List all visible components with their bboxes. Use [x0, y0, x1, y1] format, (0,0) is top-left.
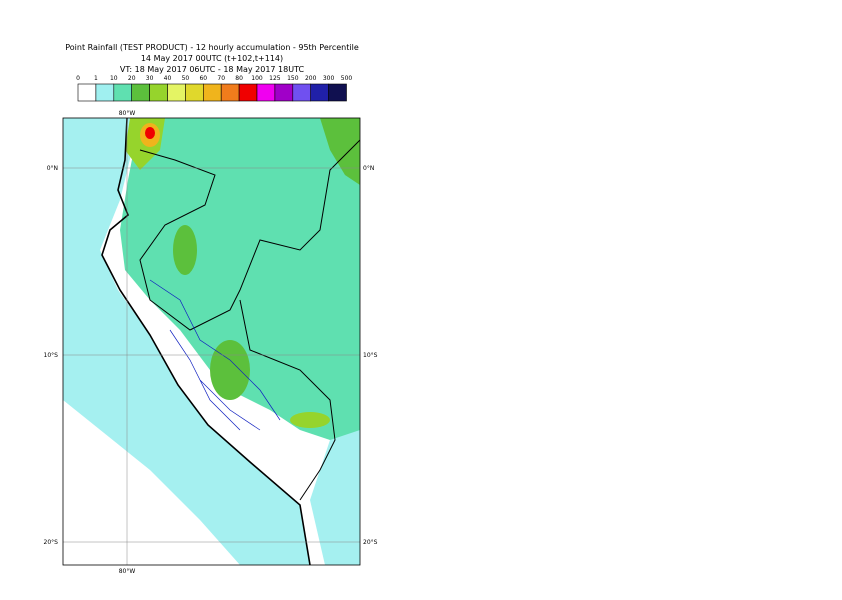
legend-label: 1: [94, 75, 98, 82]
legend-swatch: [256, 83, 276, 102]
legend-label: 20: [128, 75, 136, 82]
legend-label: 0: [76, 75, 80, 82]
lat-labels: 0°N 0°N 10°S 10°S 20°S 20°S: [44, 165, 378, 546]
legend-label: 40: [164, 75, 172, 82]
legend-swatch: [167, 83, 186, 102]
validity: VT: 18 May 2017 06UTC - 18 May 2017 18UT…: [120, 65, 305, 74]
legend-swatch: [185, 83, 204, 102]
rain-max: [145, 127, 155, 139]
lat-label: 20°S: [44, 539, 59, 546]
legend-swatch: [131, 83, 150, 102]
legend-swatch: [328, 83, 347, 102]
legend-swatch: [113, 83, 133, 102]
rain-andes: [210, 340, 250, 400]
rain-central: [173, 225, 197, 275]
land-rain: [120, 118, 360, 470]
legend-label: 125: [269, 75, 281, 82]
legend-label: 150: [287, 75, 299, 82]
map: 80°W 80°W 0°N 0°N 10°S 10°S 20°S 20°S: [44, 110, 378, 575]
rain-south: [290, 412, 330, 428]
legend-label: 30: [146, 75, 154, 82]
lon-label: 80°W: [119, 568, 136, 575]
legend-label: 50: [182, 75, 190, 82]
coastline: [101, 118, 311, 565]
legend-swatch: [149, 83, 168, 102]
border-east: [239, 299, 336, 501]
south-east-rain: [310, 430, 360, 565]
legend-label: 500: [341, 75, 353, 82]
regions: [149, 279, 281, 431]
legend-label: 80: [235, 75, 243, 82]
lat-label: 20°S: [363, 539, 378, 546]
lat-label: 10°S: [363, 352, 378, 359]
border: [139, 139, 360, 331]
legend-label: 10: [110, 75, 118, 82]
lon-label: 80°W: [119, 110, 136, 117]
lat-label: 0°N: [47, 165, 58, 172]
legend-swatch: [77, 83, 97, 102]
legend-label: 60: [199, 75, 207, 82]
map-frame: [62, 117, 361, 566]
dry-ocean: [63, 400, 240, 565]
legend-label: 70: [217, 75, 225, 82]
legend-swatch: [310, 83, 329, 102]
legend-swatch: [238, 83, 258, 102]
title: Point Rainfall (TEST PRODUCT) - 12 hourl…: [65, 43, 359, 52]
legend-label: 300: [323, 75, 335, 82]
legend-swatch: [95, 83, 115, 102]
subtitle: 14 May 2017 00UTC (t+102,t+114): [141, 54, 283, 63]
legend-swatch: [292, 83, 311, 102]
legend-label: 200: [305, 75, 317, 82]
lat-label: 0°N: [363, 165, 374, 172]
legend-swatch: [220, 83, 240, 102]
legend: 0 1 10 20 30 40 50 60 70 80 100 125 150 200 300 500: [76, 75, 353, 102]
lat-label: 10°S: [44, 352, 59, 359]
legend-swatch: [274, 83, 294, 102]
legend-label: 100: [251, 75, 263, 82]
legend-swatch: [203, 83, 222, 102]
